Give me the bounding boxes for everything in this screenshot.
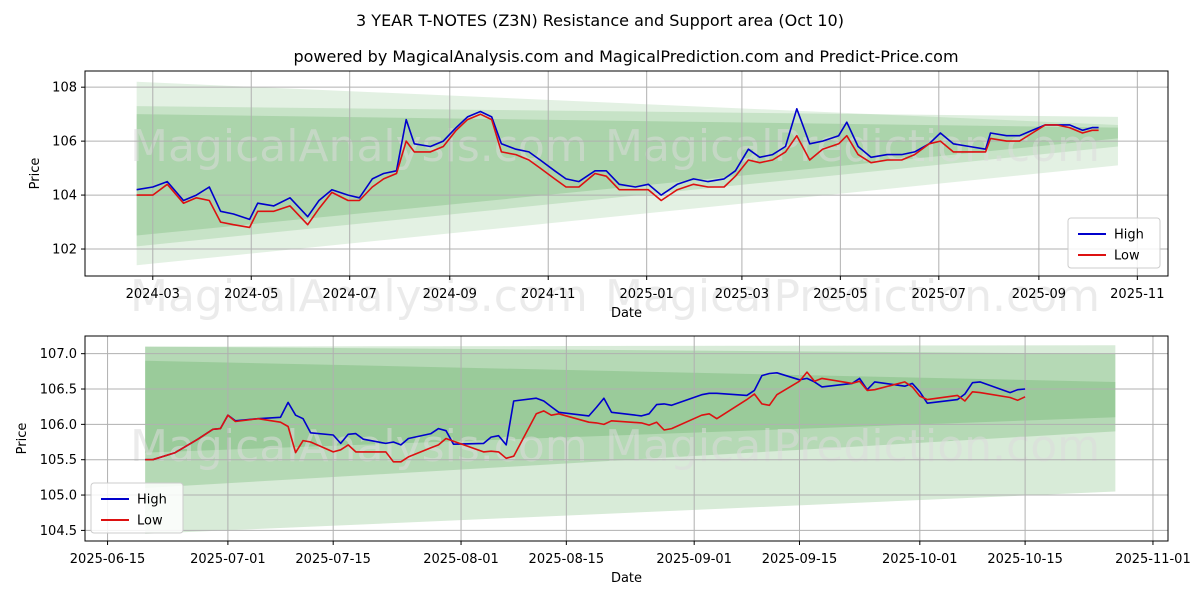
panel2-x-tick-label-1: 2025-07-01	[190, 552, 266, 567]
panel2-x-tick-label-5: 2025-09-01	[656, 552, 732, 567]
panel1-legend-label-low: Low	[1114, 249, 1140, 264]
panel1-x-tick-label-7: 2025-05	[813, 287, 867, 302]
panel2-x-tick-label-6: 2025-09-15	[762, 552, 838, 567]
panel1-series-high-line	[136, 108, 1099, 221]
panel2-legend: High Low	[90, 482, 184, 534]
panel1-x-tick-label-10: 2025-11	[1110, 287, 1164, 302]
panel1-y-tick-label-0: 102	[52, 243, 77, 258]
panel2-x-tick-label-2: 2025-07-15	[295, 552, 371, 567]
panel2-y-tick-label-1: 105.0	[40, 489, 77, 504]
panel1-legend: High Low	[1067, 217, 1161, 269]
panel1-x-tick-label-2: 2024-07	[323, 287, 377, 302]
panel1-y-tick-label-2: 106	[52, 135, 77, 150]
panel1-x-tick-label-5: 2025-01	[620, 287, 674, 302]
panel2-x-tick-label-9: 2025-11-01	[1115, 552, 1191, 567]
panel2-x-tick-label-8: 2025-10-15	[987, 552, 1063, 567]
panel1-y-axis-label: Price	[28, 158, 43, 190]
panel1-x-tick-label-6: 2025-03	[715, 287, 769, 302]
panel1-axes-frame	[84, 70, 1169, 277]
panel2-band-1	[145, 345, 1116, 534]
panel2-y-tick-label-5: 107.0	[40, 347, 77, 362]
panel2-axes-frame	[84, 335, 1169, 542]
panel1-band-1	[136, 81, 1118, 266]
panel2-y-tick-label-2: 105.5	[40, 453, 77, 468]
panel2-watermark-2-1: MagicalPrediction.com	[605, 421, 1100, 472]
panel1-x-tick-label-1: 2024-05	[224, 287, 278, 302]
panel1-series-low-line	[136, 113, 1099, 229]
panel2-band-3	[145, 346, 1116, 453]
panel2-y-axis-label: Price	[15, 423, 30, 455]
panel2-y-tick-label-4: 106.5	[40, 383, 77, 398]
chart-title: 3 YEAR T-NOTES (Z3N) Resistance and Supp…	[356, 11, 844, 30]
panel2-x-axis-label: Date	[611, 571, 642, 586]
panel1-y-tick-label-1: 104	[52, 189, 77, 204]
panel1-band-3	[136, 114, 1118, 236]
panel2-legend-label-low: Low	[137, 514, 163, 529]
panel1-x-tick-label-8: 2025-07	[912, 287, 966, 302]
panel2-x-tick-label-4: 2025-08-15	[529, 552, 605, 567]
panel2-x-tick-label-7: 2025-10-01	[882, 552, 958, 567]
panel1-x-tick-label-9: 2025-09	[1012, 287, 1066, 302]
panel1-watermark-2-2: MagicalPrediction.com	[605, 271, 1100, 322]
panel2-y-tick-label-3: 106.0	[40, 418, 77, 433]
panel2-y-tick-label-0: 104.5	[40, 524, 77, 539]
panel1-x-tick-label-3: 2024-09	[423, 287, 477, 302]
panel1-watermark-1-1: MagicalAnalysis.com	[130, 121, 588, 172]
panel2-plot: MagicalAnalysis.com MagicalPrediction.com…	[15, 335, 1191, 586]
panel2-x-tick-label-0: 2025-06-15	[70, 552, 146, 567]
panel1-x-tick-label-4: 2024-11	[521, 287, 575, 302]
panel2-legend-label-high: High	[137, 493, 167, 508]
panel2-watermark-1-1: MagicalAnalysis.com	[130, 421, 588, 472]
panel1-legend-label-high: High	[1114, 228, 1144, 243]
panel2-x-tick-label-3: 2025-08-01	[423, 552, 499, 567]
panel2-series-high-line	[145, 371, 1026, 461]
panel1-x-tick-label-0: 2024-03	[126, 287, 180, 302]
panel1-plot: MagicalAnalysis.com MagicalAnalysis.com Ma…	[28, 70, 1169, 322]
panel2-series-low-line	[145, 371, 1026, 463]
panel1-watermark-1-2: MagicalAnalysis.com	[130, 271, 588, 322]
panel1-x-axis-label: Date	[611, 306, 642, 321]
chart-subtitle: powered by MagicalAnalysis.com and Magic…	[293, 47, 958, 66]
panel1-y-tick-label-3: 108	[52, 81, 77, 96]
